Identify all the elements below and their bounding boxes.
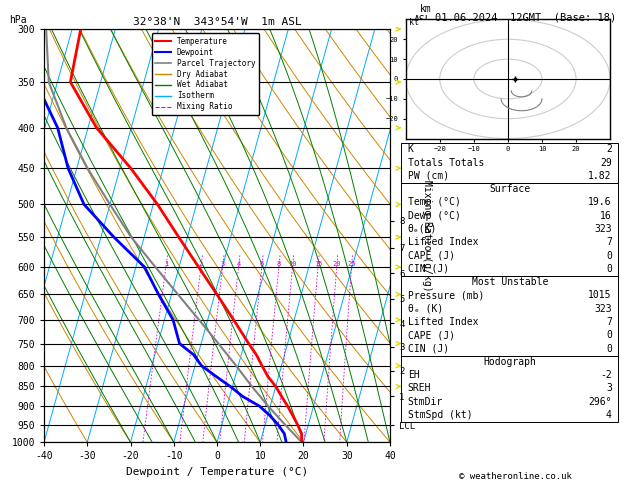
Text: 01.06.2024  12GMT  (Base: 18): 01.06.2024 12GMT (Base: 18) [435, 12, 616, 22]
Y-axis label: Mixing Ratio (g/kg): Mixing Ratio (g/kg) [422, 180, 431, 292]
Text: 4: 4 [606, 410, 612, 420]
Text: 16: 16 [600, 211, 612, 221]
Text: 8: 8 [277, 261, 281, 267]
Text: Lifted Index: Lifted Index [408, 237, 478, 247]
Text: PW (cm): PW (cm) [408, 171, 449, 181]
Text: 19.6: 19.6 [588, 197, 612, 208]
Text: CIN (J): CIN (J) [408, 264, 449, 274]
Bar [401, 356, 618, 422]
Text: 29: 29 [600, 157, 612, 168]
Text: 1015: 1015 [588, 291, 612, 300]
Text: θₑ (K): θₑ (K) [408, 304, 443, 313]
Text: 1.82: 1.82 [588, 171, 612, 181]
Bar [401, 276, 618, 356]
Text: 4: 4 [237, 261, 241, 267]
Text: km
ASL: km ASL [414, 4, 431, 25]
Bar [401, 183, 618, 276]
Text: Temp (°C): Temp (°C) [408, 197, 460, 208]
Text: 10: 10 [288, 261, 297, 267]
Text: Pressure (mb): Pressure (mb) [408, 291, 484, 300]
Text: K: K [408, 144, 414, 154]
Text: 2: 2 [199, 261, 203, 267]
Text: 323: 323 [594, 224, 612, 234]
Text: Lifted Index: Lifted Index [408, 317, 478, 327]
Text: 20: 20 [333, 261, 341, 267]
Text: StmSpd (kt): StmSpd (kt) [408, 410, 472, 420]
Text: 0: 0 [606, 344, 612, 353]
Text: 7: 7 [606, 237, 612, 247]
Text: CIN (J): CIN (J) [408, 344, 449, 353]
Title: 32°38'N  343°54'W  1m ASL: 32°38'N 343°54'W 1m ASL [133, 17, 301, 27]
Text: 15: 15 [314, 261, 322, 267]
Text: 7: 7 [606, 317, 612, 327]
Text: CAPE (J): CAPE (J) [408, 330, 455, 340]
Text: 1: 1 [164, 261, 168, 267]
Text: 0: 0 [606, 251, 612, 260]
Text: 296°: 296° [588, 397, 612, 407]
Text: SREH: SREH [408, 383, 431, 393]
X-axis label: Dewpoint / Temperature (°C): Dewpoint / Temperature (°C) [126, 467, 308, 477]
Text: 323: 323 [594, 304, 612, 313]
Text: 6: 6 [260, 261, 264, 267]
Text: 25: 25 [347, 261, 356, 267]
Text: CAPE (J): CAPE (J) [408, 251, 455, 260]
Text: 2: 2 [606, 144, 612, 154]
Text: hPa: hPa [9, 15, 27, 25]
Text: 3: 3 [221, 261, 225, 267]
Bar [401, 143, 618, 183]
Text: Dewp (°C): Dewp (°C) [408, 211, 460, 221]
Text: 0: 0 [606, 330, 612, 340]
Text: Hodograph: Hodograph [483, 357, 537, 367]
Text: © weatheronline.co.uk: © weatheronline.co.uk [459, 472, 572, 481]
Legend: Temperature, Dewpoint, Parcel Trajectory, Dry Adiabat, Wet Adiabat, Isotherm, Mi: Temperature, Dewpoint, Parcel Trajectory… [152, 33, 259, 115]
Text: Surface: Surface [489, 184, 530, 194]
Text: kt: kt [409, 18, 419, 27]
Text: -2: -2 [600, 370, 612, 380]
Text: θₑ(K): θₑ(K) [408, 224, 437, 234]
Text: EH: EH [408, 370, 420, 380]
Text: 0: 0 [606, 264, 612, 274]
Text: 3: 3 [606, 383, 612, 393]
Text: Totals Totals: Totals Totals [408, 157, 484, 168]
Text: Most Unstable: Most Unstable [472, 277, 548, 287]
Text: StmDir: StmDir [408, 397, 443, 407]
